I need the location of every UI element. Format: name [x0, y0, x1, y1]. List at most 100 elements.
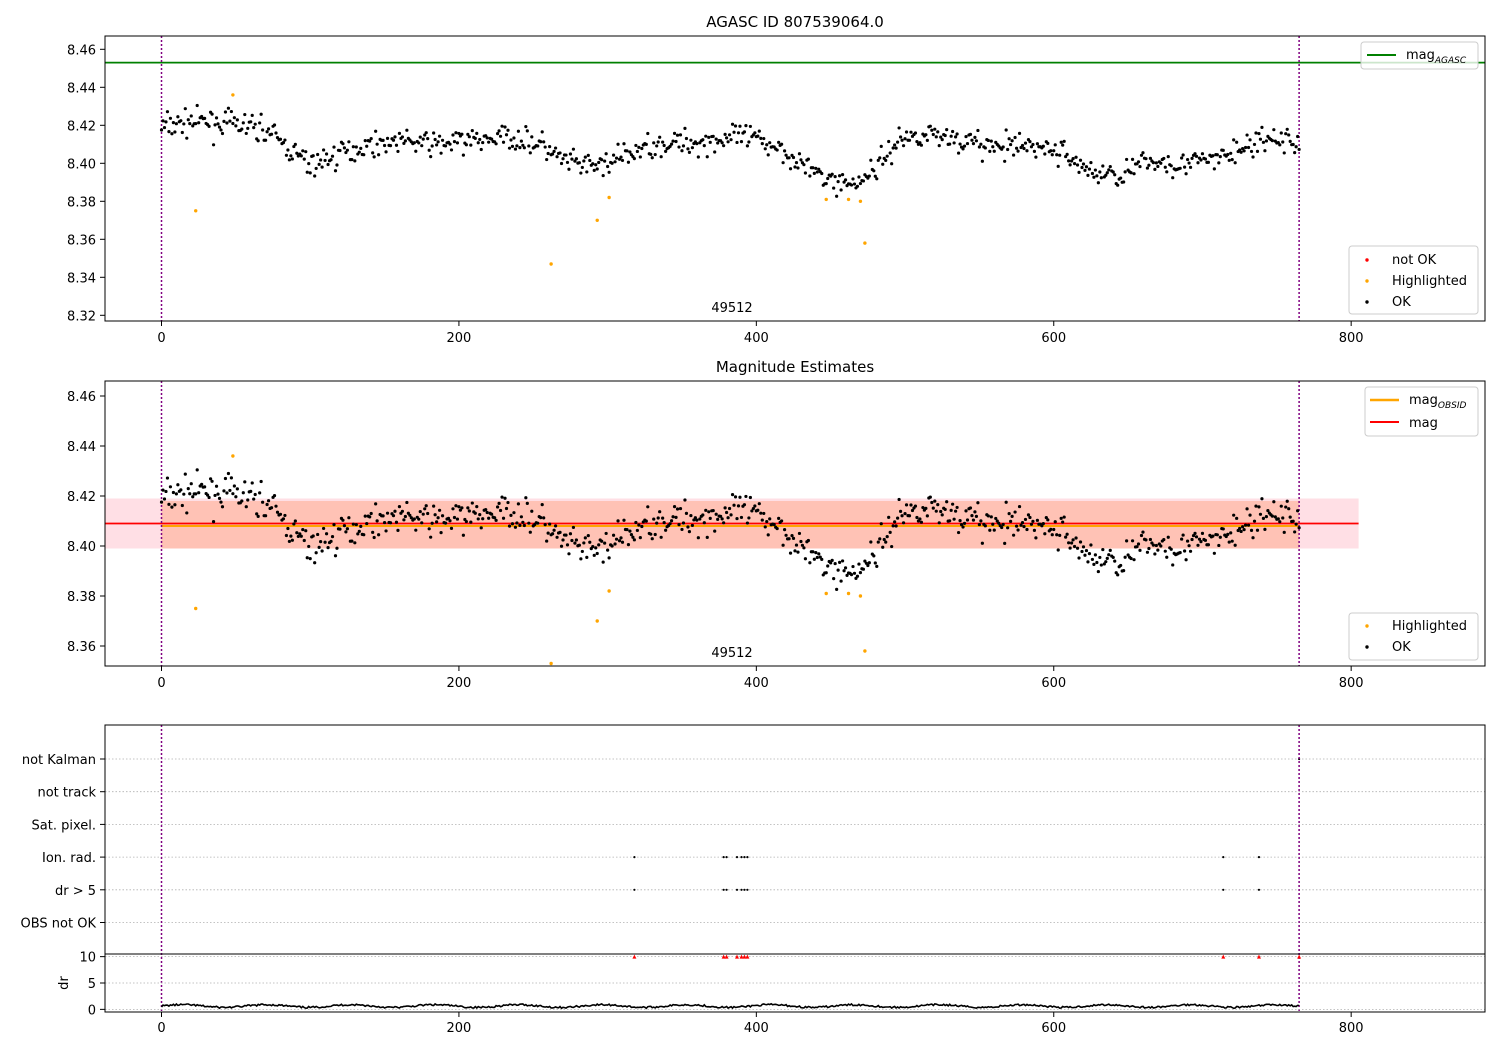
highlighted-point — [858, 594, 863, 598]
ok-point — [375, 519, 379, 523]
ok-point — [1001, 522, 1005, 527]
ok-point — [1255, 528, 1260, 532]
ok-point — [1113, 559, 1117, 563]
ok-point — [229, 109, 234, 114]
ok-point — [430, 521, 434, 525]
ok-point — [606, 548, 610, 552]
ok-point — [1194, 154, 1199, 158]
p3-xtick-label: 0 — [157, 1021, 165, 1036]
ok-point — [497, 501, 501, 505]
ok-point — [713, 150, 717, 154]
ok-point — [377, 533, 381, 537]
ok-point — [674, 139, 678, 144]
ok-point — [904, 503, 909, 507]
p3-xtick-label: 400 — [744, 1021, 769, 1036]
ok-point — [1166, 535, 1170, 539]
ok-point — [973, 135, 977, 139]
ok-point — [1193, 152, 1197, 156]
ok-point — [1025, 149, 1029, 153]
svg-text:magOBSID: magOBSID — [1409, 393, 1467, 411]
ok-point — [551, 152, 555, 156]
ok-point — [1022, 146, 1026, 151]
ok-point — [170, 132, 174, 136]
ok-point — [845, 573, 849, 577]
ok-point — [400, 135, 405, 139]
ok-point — [662, 520, 666, 525]
ok-point — [958, 142, 962, 146]
ok-point — [674, 515, 678, 519]
ok-point — [365, 144, 369, 148]
ok-point — [298, 532, 302, 536]
ok-point — [359, 146, 363, 150]
ok-point — [1188, 549, 1193, 553]
ok-point — [1009, 142, 1013, 147]
ok-point — [1116, 573, 1120, 577]
panel-agasc: AGASC ID 807539064.0 8.32 8.34 8.36 8.38 8.4… — [67, 13, 1486, 346]
ok-point — [948, 519, 952, 523]
ok-point — [313, 174, 317, 178]
ok-point — [732, 503, 736, 507]
ok-point — [494, 518, 498, 522]
ok-point — [881, 545, 885, 549]
ok-point — [601, 173, 605, 178]
ok-point — [913, 504, 918, 508]
ok-point — [443, 144, 448, 148]
ok-point — [281, 517, 286, 521]
dr-clipped-marker — [724, 954, 729, 959]
ok-point — [820, 171, 824, 176]
ok-point — [896, 140, 900, 144]
ok-point — [884, 540, 888, 544]
ok-point — [607, 170, 611, 174]
ok-point — [606, 164, 610, 169]
ok-point — [744, 124, 748, 128]
ok-point — [765, 519, 769, 524]
ok-point — [1287, 507, 1291, 511]
ok-point — [971, 142, 976, 146]
ok-point — [464, 143, 468, 147]
ok-point — [1154, 161, 1158, 165]
ok-point — [1092, 175, 1096, 179]
ok-point — [372, 155, 376, 159]
ok-point — [1056, 164, 1060, 168]
ok-point — [424, 131, 428, 135]
ok-point — [784, 153, 788, 157]
flag-point — [1257, 888, 1261, 891]
ok-point — [836, 568, 840, 572]
ok-point — [620, 158, 625, 163]
ok-point — [658, 510, 662, 514]
ok-point — [683, 498, 687, 502]
ok-point — [592, 168, 596, 172]
ok-point — [826, 564, 830, 568]
flag-point — [633, 888, 636, 891]
ok-point — [580, 165, 584, 170]
ok-point — [1282, 530, 1286, 534]
ok-point — [742, 130, 747, 134]
ok-point — [681, 144, 686, 148]
ok-point — [1031, 142, 1035, 147]
ok-point — [225, 121, 229, 125]
ok-point — [501, 140, 506, 144]
ok-point — [423, 507, 427, 511]
ok-point — [391, 514, 396, 518]
ok-point — [604, 531, 608, 536]
ok-point — [646, 505, 650, 509]
ok-point — [501, 516, 506, 520]
ok-point — [180, 130, 184, 135]
ok-point — [806, 538, 810, 543]
ok-point — [793, 165, 797, 169]
ok-point — [768, 141, 772, 145]
ok-point — [1196, 543, 1200, 547]
ok-point — [1139, 533, 1144, 538]
ok-point — [1252, 142, 1257, 147]
ok-point — [217, 496, 222, 500]
ok-point — [1107, 553, 1111, 557]
ok-point — [722, 144, 726, 148]
ok-point — [274, 504, 278, 508]
ok-point — [457, 131, 461, 136]
ok-point — [261, 500, 265, 504]
ok-point — [1141, 151, 1145, 155]
ok-point — [1026, 513, 1031, 517]
ok-point — [161, 488, 165, 492]
ok-point — [1285, 127, 1289, 131]
ok-point — [954, 509, 958, 513]
